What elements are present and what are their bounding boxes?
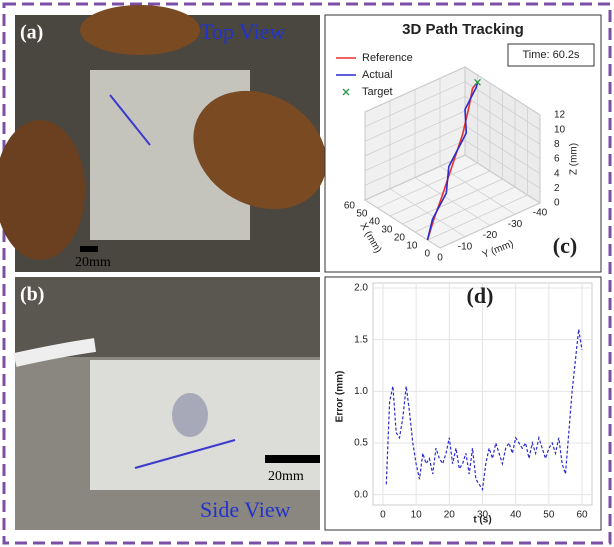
legend-label: Reference bbox=[362, 52, 413, 64]
x-tick-label: 60 bbox=[576, 510, 588, 521]
z-tick-label: 6 bbox=[554, 154, 560, 165]
z-tick-label: 12 bbox=[554, 110, 566, 121]
target-marker bbox=[474, 78, 481, 86]
y-tick-label: 1.5 bbox=[354, 334, 368, 345]
y-tick-label: 0.0 bbox=[354, 489, 368, 500]
panel-label: (d) bbox=[467, 283, 494, 308]
x-tick-label: 0 bbox=[424, 249, 430, 260]
y-tick-label: -20 bbox=[483, 230, 498, 241]
grid-line bbox=[439, 165, 516, 215]
panel-label: (a) bbox=[20, 22, 43, 44]
y-tick-label: -40 bbox=[533, 208, 548, 219]
grid-line bbox=[364, 66, 466, 113]
x-tick-label: 40 bbox=[369, 217, 381, 228]
y-tick-label: -30 bbox=[508, 219, 523, 230]
y-tick-label: 1.0 bbox=[354, 386, 368, 397]
z-tick-label: 4 bbox=[554, 168, 560, 179]
grid-line bbox=[364, 154, 466, 201]
photo-a: (a) Top View 20mm bbox=[0, 5, 327, 272]
grid-line bbox=[464, 140, 541, 189]
annotation: Time: 60.2s bbox=[522, 49, 580, 61]
legend-label: Actual bbox=[362, 69, 393, 81]
chart-title: 3D Path Tracking bbox=[402, 21, 524, 38]
x-axis-title: t (s) bbox=[473, 515, 491, 526]
y-tick-label: 0 bbox=[437, 253, 443, 264]
x-tick-label: 50 bbox=[356, 209, 368, 220]
x-tick-label: 30 bbox=[477, 510, 489, 521]
y-axis-title: Error (mm) bbox=[335, 371, 346, 423]
legend-label: Target bbox=[362, 86, 393, 98]
grid-line bbox=[414, 177, 491, 226]
z-tick-label: 8 bbox=[554, 139, 560, 150]
x-tick-label: 10 bbox=[406, 241, 418, 252]
x-tick-label: 50 bbox=[543, 510, 555, 521]
grid-line bbox=[364, 125, 466, 171]
view-label: Top View bbox=[200, 19, 285, 44]
y-tick-label: 2.0 bbox=[354, 283, 368, 294]
y-tick-label: 0.5 bbox=[354, 438, 368, 449]
scale-label: 20mm bbox=[268, 469, 304, 484]
grid-line bbox=[464, 66, 541, 116]
grid-line bbox=[364, 96, 466, 142]
x-tick-label: 0 bbox=[380, 510, 386, 521]
panel-label: (c) bbox=[553, 233, 577, 258]
grid-line bbox=[464, 125, 541, 174]
grid-line bbox=[464, 110, 541, 160]
grid-line bbox=[364, 81, 466, 127]
annotation-box bbox=[507, 43, 595, 67]
series-line bbox=[385, 329, 583, 492]
photo-b: (b) Side View 20mm bbox=[13, 277, 320, 530]
grid-line bbox=[464, 81, 541, 130]
path-line bbox=[426, 82, 479, 241]
grid-line bbox=[364, 110, 466, 157]
grid-line bbox=[364, 140, 466, 186]
grid-line bbox=[389, 188, 466, 238]
x-tick-label: 60 bbox=[344, 201, 356, 212]
z-tick-label: 2 bbox=[554, 183, 560, 194]
panel-label: (b) bbox=[20, 284, 44, 306]
scale-label: 20mm bbox=[75, 255, 111, 270]
grid-line bbox=[464, 96, 541, 145]
legend-swatch bbox=[342, 88, 350, 96]
x-tick-label: 30 bbox=[381, 225, 393, 236]
z-tick-label: 0 bbox=[554, 198, 560, 209]
view-label: Side View bbox=[200, 497, 291, 522]
grid-line bbox=[464, 154, 541, 204]
x-tick-label: 20 bbox=[444, 510, 456, 521]
x-tick-label: 40 bbox=[510, 510, 522, 521]
z-tick-label: 10 bbox=[554, 124, 566, 135]
z-axis-title: Z (mm) bbox=[569, 143, 580, 175]
x-tick-label: 10 bbox=[411, 510, 423, 521]
x-tick-label: 20 bbox=[394, 233, 406, 244]
y-tick-label: -10 bbox=[458, 241, 473, 252]
